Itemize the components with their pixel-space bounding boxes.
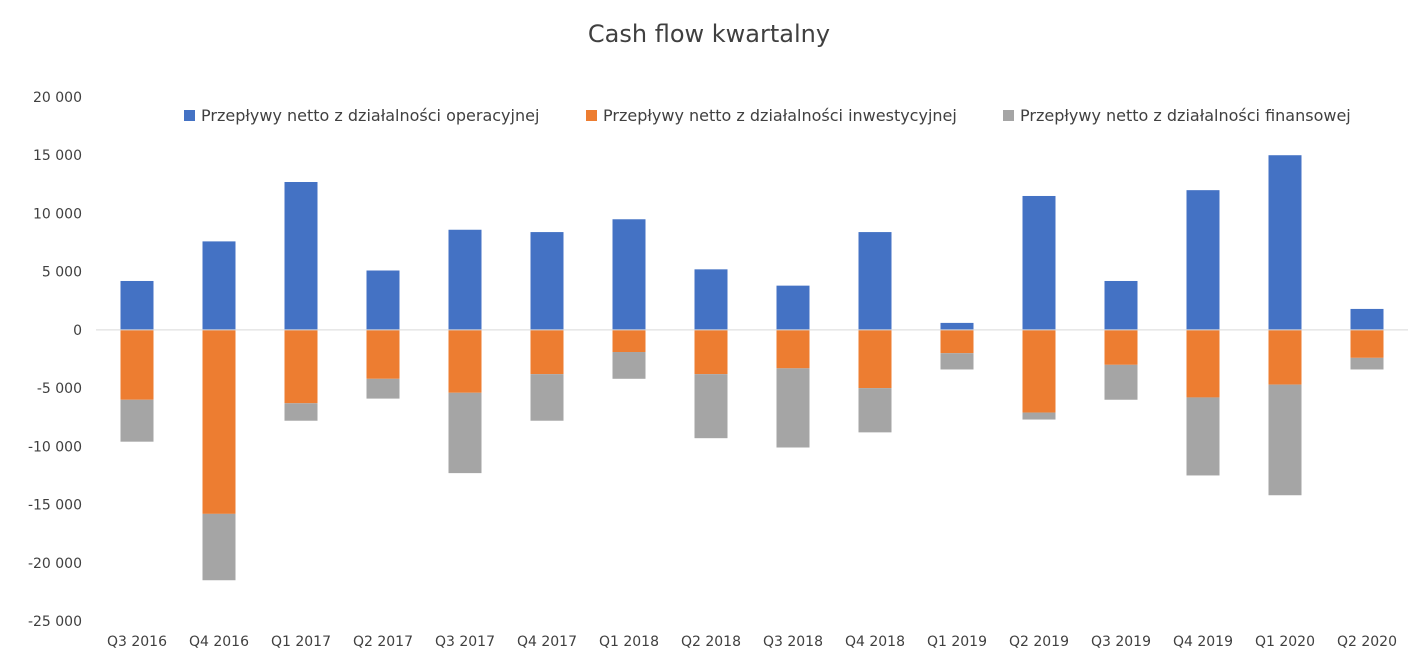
bar-series-3-q2-2020 [1350,357,1384,370]
bar-series-1-q3-2019 [1104,280,1138,330]
bar-series-3-q1-2017 [284,403,318,421]
y-tick-label: -15 000 [28,498,82,514]
bar-series-1-q1-2020 [1268,155,1302,330]
x-tick-label: Q2 2018 [681,634,741,650]
bar-series-2-q2-2017 [366,329,400,379]
x-tick-label: Q3 2016 [107,634,167,650]
bar-series-1-q2-2020 [1350,308,1384,330]
bar-series-2-q4-2019 [1186,329,1220,398]
x-tick-label: Q4 2018 [845,634,905,650]
y-tick-label: -10 000 [28,439,82,455]
legend-swatch [1003,110,1014,121]
legend-swatch [184,110,195,121]
bar-series-1-q2-2017 [366,270,400,330]
bar-series-3-q3-2016 [120,399,154,442]
bar-series-3-q3-2018 [776,368,810,448]
x-axis: Q3 2016 Q4 2016 Q1 2017 Q2 2017 Q3 2017 Q4 20… [107,634,1397,650]
bar-series-3-q1-2020 [1268,384,1302,496]
bar-series-1-q1-2018 [612,219,646,330]
bar-series-3-q4-2019 [1186,397,1220,476]
bar-series-2-q3-2018 [776,329,810,369]
x-tick-label: Q1 2020 [1255,634,1315,650]
x-tick-label: Q1 2017 [271,634,331,650]
legend-item-1: Przepływy netto z działalności operacyjn… [184,106,539,125]
bar-series-1-q1-2019 [940,322,974,330]
bar-series-2-q2-2020 [1350,329,1384,358]
chart-title: Cash flow kwartalny [588,20,830,48]
x-tick-label: Q3 2019 [1091,634,1151,650]
bar-series-3-q4-2018 [858,388,892,433]
bar-series-1-q1-2017 [284,182,318,330]
x-tick-label: Q2 2019 [1009,634,1069,650]
y-axis: 20 000 15 000 10 000 5 000 0 -5 000 -10 000 -15… [28,90,82,630]
bar-series-2-q3-2017 [448,329,482,393]
bar-series-2-q3-2016 [120,329,154,400]
bar-series-1-q2-2018 [694,269,728,330]
bar-series-1-q3-2017 [448,229,482,330]
y-tick-label: 0 [73,323,82,339]
y-tick-label: -5 000 [37,381,82,397]
x-tick-label: Q3 2018 [763,634,823,650]
bar-series-2-q1-2019 [940,329,974,354]
y-tick-label: 10 000 [33,206,82,222]
bar-series-1-q4-2019 [1186,190,1220,330]
bar-series-1-q3-2018 [776,285,810,330]
bar-series-1-q4-2018 [858,232,892,330]
x-tick-label: Q2 2017 [353,634,413,650]
bar-series-3-q4-2016 [202,513,236,581]
x-tick-label: Q3 2017 [435,634,495,650]
bar-series-2-q3-2019 [1104,329,1138,365]
bar-series-2-q1-2020 [1268,329,1302,385]
x-tick-label: Q2 2020 [1337,634,1397,650]
legend-item-2: Przepływy netto z działalności inwestycy… [586,106,957,125]
y-tick-label: 5 000 [42,265,82,281]
bar-series-1-q4-2016 [202,241,236,330]
bar-series-2-q4-2018 [858,329,892,389]
legend: Przepływy netto z działalności operacyjn… [184,106,1351,125]
bar-series-1-q4-2017 [530,232,564,330]
legend-label: Przepływy netto z działalności operacyjn… [201,106,539,125]
bar-series-1-q2-2019 [1022,195,1056,330]
legend-item-3: Przepływy netto z działalności finansowe… [1003,106,1351,125]
x-tick-label: Q4 2016 [189,634,249,650]
bar-series-2-q2-2018 [694,329,728,375]
bar-series-3-q1-2019 [940,353,974,370]
bar-series-2-q2-2019 [1022,329,1056,413]
bar-series-3-q2-2017 [366,378,400,399]
bar-series-3-q2-2018 [694,374,728,439]
y-tick-label: 15 000 [33,148,82,164]
y-tick-label: -20 000 [28,556,82,572]
bar-series-2-q1-2018 [612,329,646,353]
bar-series-2-q4-2017 [530,329,564,375]
x-tick-label: Q1 2018 [599,634,659,650]
x-tick-label: Q1 2019 [927,634,987,650]
x-tick-label: Q4 2017 [517,634,577,650]
bar-series-2-q1-2017 [284,329,318,404]
bar-series-3-q4-2017 [530,374,564,421]
bar-series-3-q3-2019 [1104,364,1138,400]
x-tick-label: Q4 2019 [1173,634,1233,650]
legend-swatch [586,110,597,121]
bar-series-3-q2-2019 [1022,412,1056,420]
bar-series-2-q4-2016 [202,329,236,514]
bars [120,155,1384,581]
legend-label: Przepływy netto z działalności finansowe… [1020,106,1351,125]
bar-series-3-q3-2017 [448,392,482,474]
bar-series-3-q1-2018 [612,352,646,379]
y-tick-label: 20 000 [33,90,82,106]
y-tick-label: -25 000 [28,614,82,630]
bar-series-1-q3-2016 [120,280,154,330]
legend-label: Przepływy netto z działalności inwestycy… [603,106,957,125]
